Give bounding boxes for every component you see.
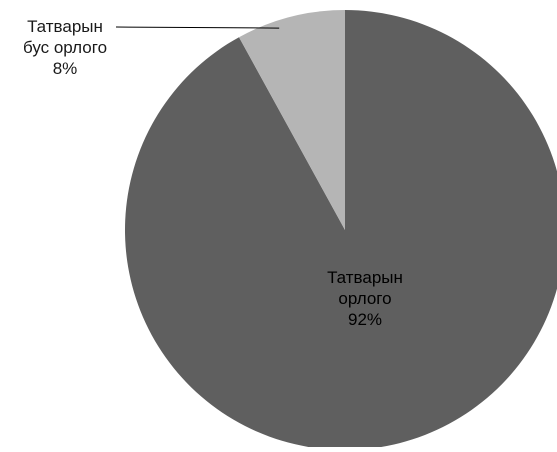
leader-line-1 <box>115 26 280 29</box>
pie-slice-0 <box>124 10 557 450</box>
leader-lines-layer <box>115 26 280 29</box>
slice-label-1-line-2: 8% <box>53 59 78 78</box>
slice-label-1-line-0: Татварын <box>27 17 103 36</box>
slices-layer <box>124 9 557 450</box>
slice-label-0-line-2: 92% <box>348 310 382 329</box>
slice-label-0-line-1: орлого <box>338 289 391 308</box>
labels-layer: Татварын орлого 92% Татварын бус орлого 8% <box>23 17 403 329</box>
slice-label-0-line-0: Татварын <box>327 268 403 287</box>
slice-label-1-line-1: бус орлого <box>23 38 107 57</box>
pie-slice-1 <box>239 9 345 230</box>
